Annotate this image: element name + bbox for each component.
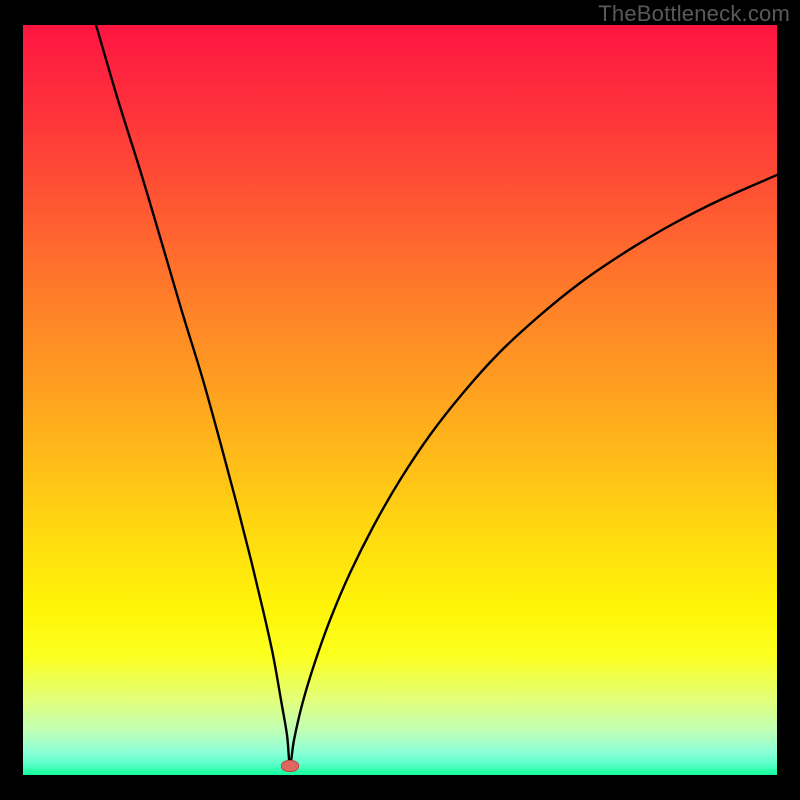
curve-svg bbox=[23, 25, 777, 775]
plot-area bbox=[23, 25, 777, 775]
chart-outer-frame bbox=[0, 0, 800, 800]
gradient-background bbox=[23, 25, 777, 775]
watermark-text: TheBottleneck.com bbox=[598, 1, 790, 27]
optimum-marker bbox=[281, 760, 299, 772]
